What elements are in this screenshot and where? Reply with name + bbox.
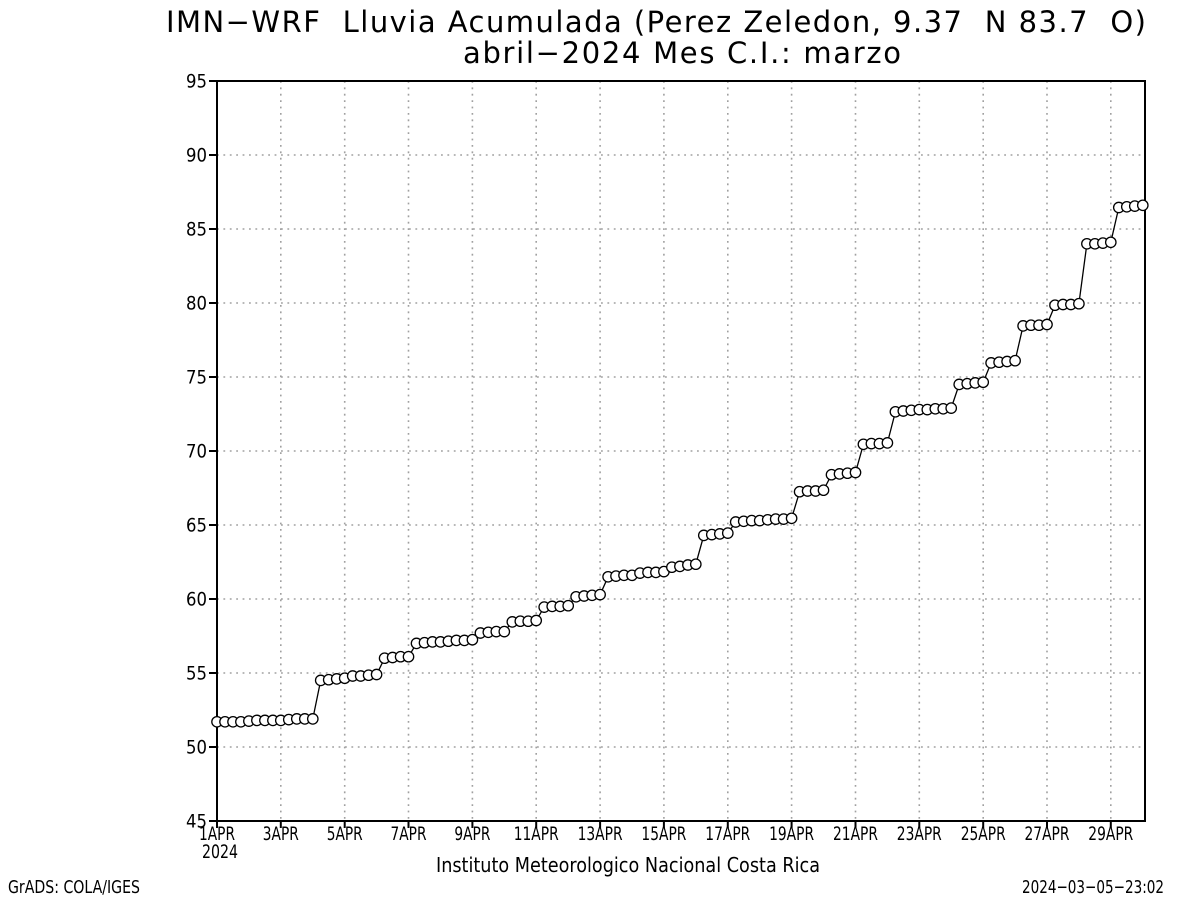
data-point-marker	[370, 668, 383, 681]
creation-timestamp: 2024−03−05−23:02	[1022, 877, 1164, 898]
data-point-marker	[466, 633, 479, 646]
x-tick-label: 17APR	[705, 823, 750, 845]
data-point-marker	[1041, 318, 1053, 331]
x-tick-label: 13APR	[578, 823, 623, 845]
data-point-marker	[817, 484, 830, 497]
x-tick-label: 23APR	[897, 823, 942, 845]
data-point-marker	[977, 376, 990, 389]
y-tick-label: 60	[186, 589, 207, 611]
data-point-marker	[1104, 236, 1117, 249]
data-point-marker	[785, 512, 798, 525]
y-tick-label: 85	[186, 219, 207, 241]
institute-footer: Instituto Meteorologico Nacional Costa R…	[436, 853, 820, 877]
x-tick-label: 1APR	[199, 823, 235, 845]
x-tick-label: 27APR	[1025, 823, 1070, 845]
y-tick-label: 45	[186, 811, 207, 833]
x-tick-label: 9APR	[454, 823, 490, 845]
x-tick-sublabel: 2024	[202, 841, 238, 863]
y-tick-label: 65	[186, 515, 207, 537]
data-point-marker	[721, 527, 734, 539]
x-tick-label: 19APR	[769, 823, 814, 845]
y-tick-label: 80	[186, 293, 207, 315]
data-point-marker	[689, 558, 702, 571]
y-tick-label: 75	[186, 367, 207, 389]
data-point-marker	[594, 588, 606, 601]
data-point-marker	[945, 402, 958, 414]
x-tick-label: 21APR	[833, 823, 878, 845]
x-tick-label: 11APR	[514, 823, 559, 845]
data-point-marker	[402, 650, 415, 663]
data-point-marker	[498, 625, 511, 638]
data-point-marker	[881, 437, 894, 449]
rain-accumulation-line	[217, 204, 1143, 723]
y-tick-label: 55	[186, 663, 207, 685]
x-tick-label: 3APR	[263, 823, 299, 845]
y-tick-label: 70	[186, 441, 207, 463]
x-tick-label: 7APR	[391, 823, 427, 845]
chart-title-line1: IMN−WRF Lluvia Acumulada (Perez Zeledon,…	[166, 5, 1146, 39]
data-point-marker	[1073, 297, 1085, 310]
data-point-marker	[530, 614, 543, 627]
y-tick-label: 90	[186, 145, 207, 167]
y-tick-label: 95	[186, 71, 207, 93]
data-point-marker	[306, 713, 319, 725]
x-tick-label: 5APR	[327, 823, 363, 845]
x-tick-label: 29APR	[1088, 823, 1133, 845]
data-point-marker	[562, 599, 575, 612]
data-point-marker	[1009, 354, 1021, 367]
data-point-marker	[849, 466, 862, 479]
y-tick-label: 50	[186, 737, 207, 759]
x-tick-label: 25APR	[961, 823, 1006, 845]
data-point-marker	[1136, 199, 1149, 212]
x-tick-label: 15APR	[641, 823, 686, 845]
chart-title-line2: abril−2024 Mes C.I.: marzo	[463, 36, 901, 70]
grads-credit: GrADS: COLA/IGES	[8, 877, 140, 898]
